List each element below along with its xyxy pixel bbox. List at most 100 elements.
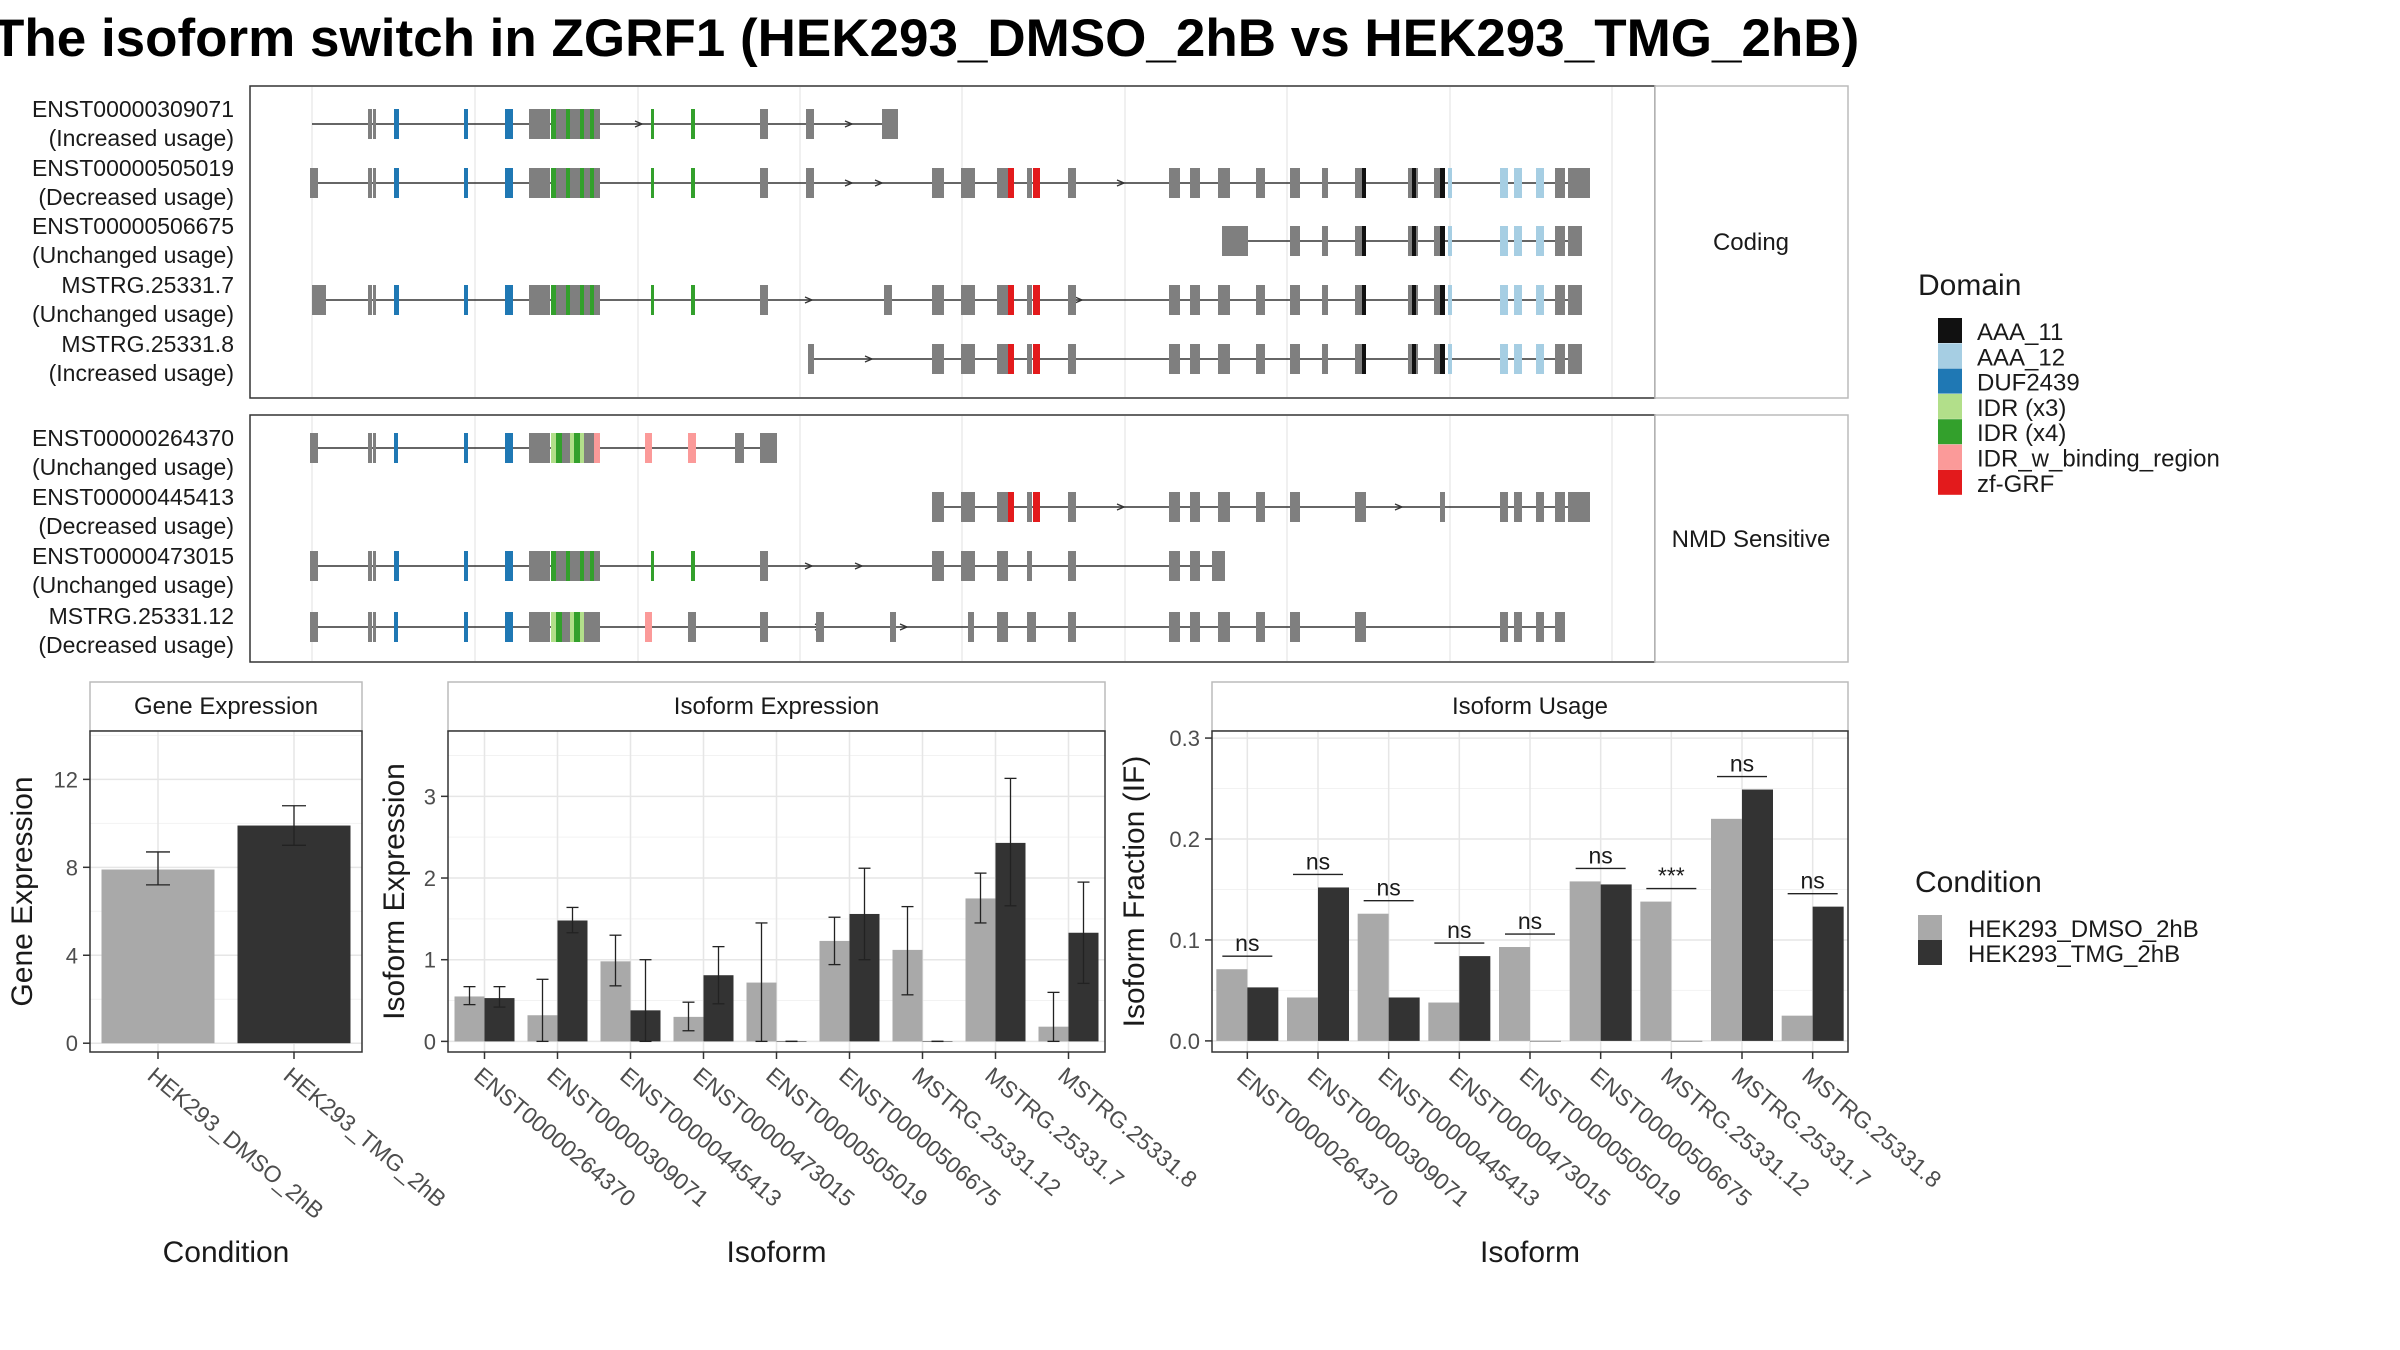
transcript-model: [310, 551, 1225, 581]
transcript-structure-plot: Coding NMD Sensitive ENST00000309071 (Inc…: [32, 85, 1849, 663]
bar: [237, 825, 351, 1044]
y-tick-label: 0.2: [1169, 827, 1200, 852]
x-axis-title: Condition: [163, 1236, 290, 1269]
exon: [584, 168, 590, 198]
exon: [760, 612, 768, 642]
exon: [373, 285, 376, 315]
legend-label: AAA_11: [1977, 319, 2063, 346]
exon: [373, 109, 376, 139]
transcript-id-label: ENST00000473015: [32, 543, 234, 569]
exon: [1434, 344, 1445, 374]
domain-exon: [1008, 285, 1014, 315]
exon: [1434, 168, 1445, 198]
exon: [373, 168, 376, 198]
bar: [1459, 956, 1491, 1041]
transcript-labels: ENST00000309071 (Increased usage) ENST0000…: [32, 96, 234, 658]
exon: [556, 109, 566, 139]
domain-exon: [651, 109, 654, 139]
transcript-model: [312, 285, 1582, 315]
domain-exon: [1033, 168, 1040, 198]
domain-exon: [1008, 168, 1014, 198]
exon: [1536, 492, 1544, 522]
legend-key-zf-grf: [1938, 469, 1962, 495]
domain-exon: [551, 551, 556, 581]
y-axis-title: Isoform Expression: [378, 763, 411, 1020]
domain-exon: [1440, 226, 1445, 256]
direction-arrow: [1074, 296, 1084, 304]
panel-strip-title: Gene Expression: [134, 693, 318, 720]
domain-exon: [1500, 285, 1508, 315]
y-tick-label: 8: [66, 855, 78, 880]
transcript-id-label: ENST00000445413: [32, 484, 234, 510]
exon: [570, 168, 580, 198]
exon: [584, 612, 594, 642]
domain-exon: [396, 168, 399, 198]
domain-exon: [1500, 168, 1508, 198]
exon: [1190, 492, 1200, 522]
domain-exon: [1514, 168, 1522, 198]
domain-exon: [464, 612, 468, 642]
exon: [1434, 285, 1445, 315]
exon: [1256, 612, 1265, 642]
bar: [1530, 1040, 1561, 1042]
domain-exon: [1008, 492, 1014, 522]
exon: [1500, 612, 1508, 642]
exon: [932, 344, 944, 374]
exon: [310, 168, 318, 198]
exon: [1555, 285, 1565, 315]
exon: [1355, 612, 1366, 642]
y-tick-label: 3: [424, 784, 436, 809]
domain-exon: [645, 612, 652, 642]
domain-exon: [1412, 344, 1416, 374]
bar: [1388, 997, 1420, 1041]
exon: [1322, 344, 1328, 374]
exon: [1218, 612, 1230, 642]
domain-exon: [1440, 344, 1445, 374]
exon: [584, 551, 590, 581]
significance-label: ns: [1447, 917, 1471, 943]
domain-exon: [590, 551, 594, 581]
exon: [1027, 612, 1036, 642]
domain-exon: [580, 612, 584, 642]
transcript-rows: [310, 433, 1590, 642]
exon: [1218, 344, 1230, 374]
exon: [1190, 612, 1200, 642]
y-tick-label: 2: [424, 866, 436, 891]
direction-arrow: [844, 120, 854, 128]
exon: [760, 433, 777, 463]
exon: [1190, 551, 1200, 581]
domain-exon: [464, 433, 468, 463]
transcript-status-label: (Decreased usage): [38, 632, 234, 658]
exon: [1068, 168, 1076, 198]
bar: [1600, 884, 1632, 1041]
transcript-model: [310, 612, 1565, 642]
bar: [101, 869, 215, 1044]
exon: [556, 551, 566, 581]
legend-label-dmso: HEK293_DMSO_2hB: [1968, 916, 2199, 943]
transcript-model: [808, 344, 1582, 374]
y-tick-label: 0.0: [1169, 1029, 1200, 1054]
exon: [1222, 226, 1232, 256]
legend-label: IDR (x4): [1977, 420, 2066, 447]
exon: [808, 344, 814, 374]
exon: [1256, 285, 1265, 315]
exon: [1256, 344, 1265, 374]
domain-exon: [1362, 285, 1366, 315]
exon: [1500, 492, 1508, 522]
exon: [760, 551, 768, 581]
exon: [310, 433, 318, 463]
exon: [529, 109, 550, 139]
exon: [884, 285, 892, 315]
domain-exon: [651, 168, 654, 198]
exon: [368, 612, 372, 642]
y-axis-title: Isoform Fraction (IF): [1118, 756, 1151, 1028]
transcript-id-label: MSTRG.25331.8: [61, 331, 234, 357]
exon: [584, 285, 590, 315]
exon: [997, 344, 1008, 374]
domain-exon: [1514, 285, 1522, 315]
transcript-status-label: (Decreased usage): [38, 513, 234, 539]
exon: [368, 433, 372, 463]
transcript-id-label: MSTRG.25331.7: [61, 272, 234, 298]
bar: [1428, 1002, 1460, 1041]
exon: [556, 285, 566, 315]
